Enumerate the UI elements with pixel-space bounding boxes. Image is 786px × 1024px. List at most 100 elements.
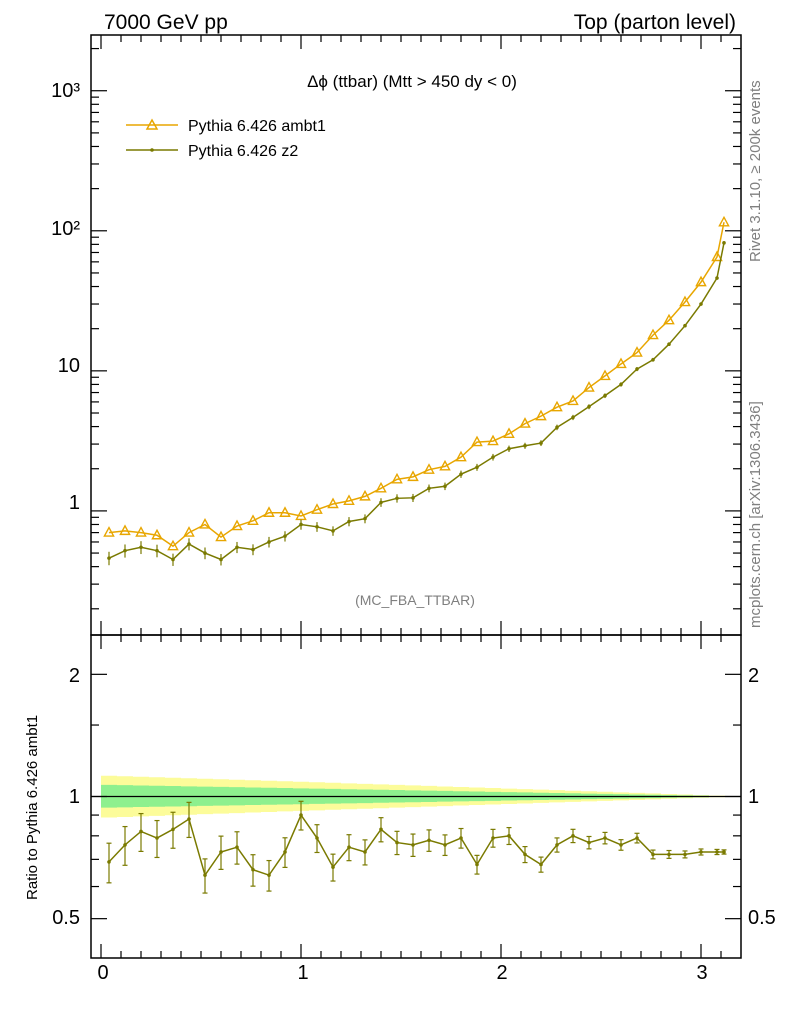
- ratio-y-tick-label-2-right: 2: [748, 665, 759, 687]
- point-ambt1-16: [359, 489, 371, 501]
- point-ambt1-14: [327, 497, 339, 509]
- point-z2-8: [235, 545, 239, 550]
- point-ambt1-33: [631, 346, 643, 357]
- point-ambt1-26: [519, 417, 531, 428]
- ratio-point-z2-38: [715, 850, 719, 854]
- ratio-y-tick-labels: 2 1 0.5 2 1 0.5: [52, 665, 776, 929]
- mcplots-label: mcplots.cern.ch [arXiv:1306.3436]: [747, 401, 764, 628]
- point-z2-16: [363, 516, 367, 521]
- point-z2-10: [267, 540, 271, 544]
- ratio-point-z2-25: [507, 834, 511, 838]
- point-z2-27: [539, 441, 543, 445]
- point-z2-22: [459, 472, 463, 476]
- point-ambt1-39: [718, 215, 730, 227]
- point-z2-21: [443, 484, 447, 489]
- main-y-tick-label-100: 10²: [51, 218, 80, 240]
- ratio-point-z2-35: [667, 852, 671, 857]
- x-tick-label-2: 2: [496, 962, 507, 984]
- ratio-point-z2-7: [219, 850, 223, 854]
- point-ambt1-19: [407, 470, 419, 482]
- ratio-y-label: Ratio to Pythia 6.426 ambt1: [24, 715, 41, 900]
- point-z2-37: [699, 302, 703, 306]
- point-z2-4: [171, 557, 175, 562]
- point-ambt1-35: [663, 313, 675, 325]
- legend: Pythia 6.426 ambt1 Pythia 6.426 z2: [126, 118, 326, 160]
- ratio-point-z2-39: [722, 850, 726, 854]
- x-tick-label-3: 3: [696, 962, 707, 984]
- point-z2-31: [603, 393, 607, 398]
- ratio-point-z2-32: [619, 843, 623, 847]
- ratio-point-z2-8: [235, 845, 239, 850]
- point-ambt1-17: [375, 481, 387, 493]
- ratio-point-z2-17: [379, 827, 383, 832]
- ratio-point-z2-24: [491, 836, 495, 840]
- ratio-point-z2-21: [443, 843, 447, 847]
- point-z2-0: [107, 556, 111, 560]
- point-ambt1-8: [231, 519, 243, 531]
- point-z2-9: [251, 547, 255, 552]
- point-z2-15: [347, 519, 351, 524]
- main-y-tick-label-1000: 10³: [51, 80, 80, 102]
- ratio-point-z2-33: [635, 836, 639, 840]
- point-ambt1-2: [135, 526, 147, 537]
- point-z2-11: [283, 534, 287, 538]
- legend-marker-ambt1: [145, 118, 159, 130]
- plot-title: Δϕ (ttbar) (Mtt > 450 dy < 0): [307, 72, 517, 91]
- ratio-plot-series: [106, 800, 727, 894]
- x-tick-label-0: 0: [97, 962, 108, 984]
- point-z2-36: [683, 323, 687, 328]
- ratio-point-z2-19: [411, 843, 415, 847]
- ratio-point-z2-12: [299, 813, 303, 817]
- point-z2-32: [619, 382, 623, 387]
- point-z2-2: [139, 545, 143, 550]
- ratio-point-z2-14: [331, 865, 335, 869]
- ratio-line-z2: [108, 813, 724, 877]
- ratio-point-z2-11: [283, 850, 287, 854]
- point-ambt1-28: [551, 400, 563, 412]
- point-ambt1-6: [199, 518, 211, 529]
- point-ambt1-38: [711, 250, 723, 262]
- point-ambt1-27: [535, 409, 547, 421]
- point-ambt1-10: [263, 506, 275, 517]
- point-ambt1-13: [311, 503, 323, 514]
- point-ambt1-5: [183, 526, 195, 537]
- point-z2-39: [722, 241, 726, 245]
- point-z2-6: [203, 551, 207, 555]
- ratio-point-z2-26: [523, 852, 527, 857]
- point-ambt1-7: [215, 530, 227, 542]
- ratio-point-z2-3: [155, 836, 159, 840]
- ratio-y-tick-label-2: 2: [69, 665, 80, 687]
- point-z2-26: [523, 443, 527, 448]
- ratio-point-z2-28: [555, 843, 559, 847]
- ratio-uncertainty-bands: [91, 775, 741, 818]
- ratio-point-z2-0: [107, 860, 111, 864]
- ratio-point-z2-34: [651, 852, 655, 857]
- x-tick-label-1: 1: [297, 962, 308, 984]
- ratio-point-z2-20: [427, 838, 431, 843]
- x-tick-labels: 0 1 2 3: [97, 962, 707, 984]
- point-ambt1-24: [487, 434, 499, 446]
- ratio-y-tick-label-0.5: 0.5: [52, 907, 80, 929]
- point-z2-33: [635, 367, 639, 371]
- point-z2-1: [123, 548, 127, 553]
- point-ambt1-31: [599, 369, 611, 381]
- point-z2-38: [715, 276, 719, 280]
- point-z2-5: [187, 542, 191, 546]
- ratio-point-z2-15: [347, 845, 351, 850]
- ratio-point-z2-2: [139, 829, 143, 834]
- main-plot-series: [103, 215, 730, 566]
- point-z2-12: [299, 522, 303, 527]
- ratio-point-z2-29: [571, 834, 575, 838]
- point-ambt1-30: [583, 381, 595, 392]
- point-z2-20: [427, 486, 431, 491]
- point-z2-24: [491, 455, 495, 459]
- point-ambt1-12: [295, 509, 307, 521]
- ratio-plot-frame: [90, 634, 742, 959]
- rivet-label: Rivet 3.1.10, ≥ 200k events: [747, 80, 764, 262]
- point-ambt1-29: [567, 394, 579, 406]
- ratio-point-z2-4: [171, 827, 175, 832]
- legend-label-z2: Pythia 6.426 z2: [188, 143, 298, 160]
- point-z2-25: [507, 446, 511, 451]
- point-z2-19: [411, 496, 415, 500]
